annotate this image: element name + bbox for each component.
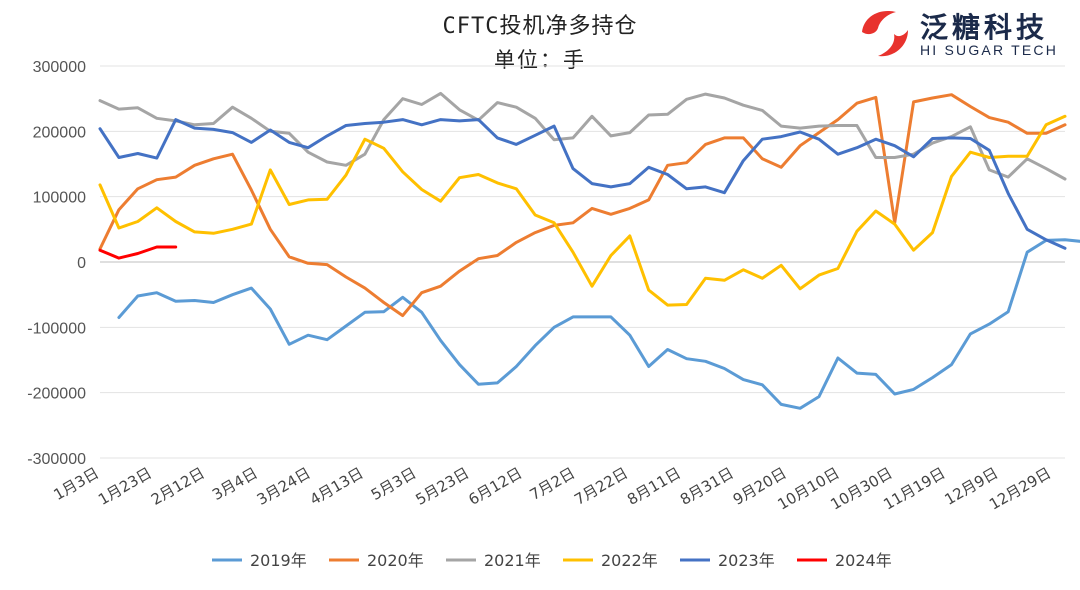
y-tick-label: -200000 [27,386,86,403]
series-line [98,91,1067,181]
x-tick-label: 1月3日 [50,464,102,504]
series-2020年 [98,93,1067,318]
series-2023年 [98,118,1067,250]
x-tick-label: 8月31日 [677,464,737,509]
x-tick-label: 5月3日 [368,464,420,504]
chart-subtitle: 单位：手 [494,48,586,72]
x-tick-label: 7月2日 [527,464,579,504]
x-tick-label: 1月23日 [95,464,155,509]
legend-label: 2020年 [367,551,424,570]
series-2022年 [98,114,1067,307]
x-tick-label: 3月24日 [254,464,314,509]
legend-label: 2023年 [718,551,775,570]
series-line [98,245,178,260]
series-line [98,118,1067,250]
series-line [98,114,1067,307]
series-2024年 [98,245,178,260]
legend-label: 2019年 [250,551,307,570]
legend-label: 2024年 [835,551,892,570]
legend-item: 2021年 [446,551,541,570]
x-tick-label: 8月11日 [624,464,684,509]
x-tick-label: 4月13日 [307,464,367,509]
x-tick-label: 2月12日 [148,464,208,509]
legend: 2019年 2020年 2021年 2022年 2023年 2024年 [212,551,892,570]
legend-item: 2024年 [797,551,892,570]
series-line [117,238,1080,410]
logo-text-en: HI SUGAR TECH [920,42,1059,58]
y-tick-label: -100000 [27,320,86,337]
chart-title: CFTC投机净多持仓 [442,14,638,39]
x-tick-label: 3月4日 [209,464,261,504]
x-tick-label: 5月23日 [413,464,473,509]
legend-label: 2021年 [484,551,541,570]
logo-text-cn: 泛糖科技 [920,11,1049,44]
series-2019年 [117,238,1080,410]
legend-item: 2022年 [563,551,658,570]
x-tick-label: 7月22日 [571,464,631,509]
y-tick-label: 200000 [33,124,86,141]
gridlines [100,65,1065,459]
y-tick-label: 0 [77,255,86,272]
y-tick-label: -300000 [27,451,86,468]
x-tick-label: 6月12日 [465,464,525,509]
series-lines [98,91,1080,410]
legend-item: 2020年 [329,551,424,570]
series-line [98,93,1067,318]
brand-logo: 泛糖科技 HI SUGAR TECH [858,6,1073,62]
y-tick-label: 300000 [33,59,86,76]
logo-mark-icon [862,10,908,57]
legend-item: 2023年 [680,551,775,570]
legend-item: 2019年 [212,551,307,570]
y-axis-ticks: 300000 200000 100000 0 -100000 -200000 -300000 [27,59,86,468]
series-2021年 [98,91,1067,181]
legend-label: 2022年 [601,551,658,570]
y-tick-label: 100000 [33,190,86,207]
